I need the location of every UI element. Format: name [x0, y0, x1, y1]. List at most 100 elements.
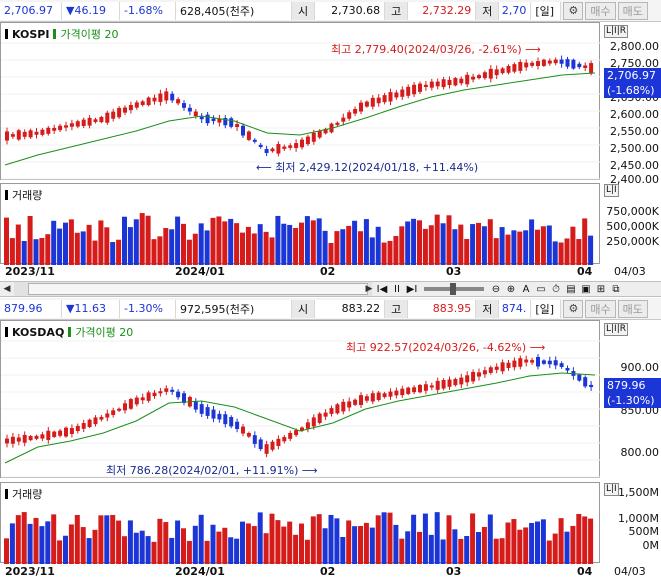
zoom-in-icon[interactable]: ⊕ — [506, 283, 516, 295]
kospi-candle — [158, 93, 163, 102]
pause-icon[interactable]: II — [394, 283, 400, 295]
kospi-price-tick: 2,450.00 — [610, 159, 659, 172]
chart-icon[interactable]: ▤ — [566, 283, 576, 295]
kospi-candle — [34, 131, 39, 135]
kospi-volume-bar — [440, 223, 446, 265]
kosdaq-volume-bar — [464, 535, 470, 564]
kosdaq-vol-lir-button[interactable]: L|I — [604, 483, 619, 496]
kospi-volume-bar — [98, 220, 104, 265]
kosdaq-high-annotation: 최고 922.57(2024/03/26, -4.62%) ⟶ — [346, 339, 545, 355]
kosdaq-period[interactable]: [일] — [531, 299, 562, 318]
kospi-volume-bar — [216, 216, 222, 265]
scroll-thumb[interactable] — [28, 283, 368, 295]
kospi-candle — [211, 118, 216, 122]
kospi-volume-bar — [387, 240, 393, 265]
kospi-volume-panel[interactable]: 거래량 — [0, 183, 600, 265]
kosdaq-candle — [435, 380, 440, 390]
kosdaq-volume-bar — [558, 518, 564, 564]
kospi-vol-lir-button[interactable]: L|I — [604, 184, 619, 197]
kosdaq-volume-bar — [487, 514, 493, 564]
kosdaq-open: 883.22 — [315, 299, 386, 318]
chart-scrollbar[interactable]: ◀ ▶ I◀ II ▶I ⊖ ⊕ A ▭ ⏱ ▤ ▣ ⊞ ⧉ — [0, 281, 661, 297]
kosdaq-candle — [305, 422, 310, 429]
kospi-gear-icon[interactable]: ⚙ — [563, 1, 584, 20]
kosdaq-volume-bar — [304, 539, 310, 564]
kosdaq-gear-icon[interactable]: ⚙ — [563, 299, 584, 318]
kospi-candle — [252, 139, 257, 142]
kospi-volume-bar — [133, 219, 139, 265]
zoom-out-icon[interactable]: ⊖ — [491, 283, 501, 295]
kospi-vol-legend-mark — [5, 190, 8, 200]
kosdaq-sell-button[interactable]: 매도 — [617, 299, 648, 318]
kospi-volume-bar — [499, 227, 505, 265]
kosdaq-volume-bar — [163, 522, 169, 564]
scroll-right-icon[interactable]: ▶ — [365, 284, 373, 294]
first-icon[interactable]: I◀ — [376, 283, 388, 295]
kospi-candle — [518, 62, 523, 71]
kospi-candle — [46, 127, 51, 134]
kosdaq-candle — [589, 384, 594, 388]
kospi-sell-button[interactable]: 매도 — [617, 1, 648, 20]
kospi-candle — [40, 129, 45, 135]
kospi-candle — [146, 97, 151, 106]
kospi-volume-bar — [470, 224, 476, 265]
kosdaq-candle — [264, 444, 269, 454]
kospi-candle — [382, 95, 387, 103]
scroll-left-icon[interactable]: ◀ — [3, 284, 11, 294]
kospi-volume-bar — [511, 230, 517, 265]
kosdaq-lir-button[interactable]: L|I|R — [604, 323, 628, 336]
kosdaq-candle — [158, 391, 163, 394]
kosdaq-high-annot-text: 최고 922.57(2024/03/26, -4.62%) — [346, 341, 527, 354]
rect-icon[interactable]: ▭ — [536, 283, 546, 295]
kosdaq-volume-bar — [281, 526, 287, 564]
kospi-time-label: 2023/11 — [5, 265, 55, 278]
window-icon[interactable]: ▣ — [581, 283, 591, 295]
kospi-lir-button[interactable]: L|I|R — [604, 25, 628, 38]
kosdaq-volume-axis: 1,500M 1,000M 500M 0M — [600, 482, 661, 563]
kosdaq-volume-bar — [63, 535, 68, 564]
kosdaq-candle — [99, 416, 104, 420]
dual-icon[interactable]: ⧉ — [612, 283, 620, 295]
kospi-price-panel[interactable]: KOSPI 가격이평 20 최고 2,779.40(2024/03/26, -2… — [0, 22, 601, 180]
kospi-buy-button[interactable]: 매수 — [585, 1, 616, 20]
kosdaq-price-tick: 800.00 — [620, 446, 660, 459]
kosdaq-volume-bar — [570, 525, 576, 564]
kospi-price-chart — [1, 42, 601, 180]
kospi-volume-bar — [169, 229, 175, 265]
clock-icon[interactable]: ⏱ — [552, 283, 560, 295]
kosdaq-candle — [40, 434, 45, 439]
zoom-slider[interactable] — [424, 283, 484, 295]
next-icon[interactable]: ▶I — [406, 283, 418, 295]
kospi-name: KOSPI — [12, 27, 50, 41]
kosdaq-candle — [16, 437, 21, 442]
kosdaq-volume-bar — [405, 531, 411, 564]
kospi-ma-mark — [53, 29, 57, 39]
kospi-candle — [565, 59, 570, 67]
kosdaq-volume-bar — [198, 514, 204, 564]
grid-icon[interactable]: ⊞ — [596, 283, 606, 295]
kospi-volume-bar — [310, 220, 316, 265]
kospi-candle — [123, 107, 127, 113]
kospi-period[interactable]: [일] — [531, 1, 562, 20]
kosdaq-candle — [58, 430, 63, 436]
kosdaq-candle — [87, 419, 92, 427]
kosdaq-volume-panel[interactable]: 거래량 — [0, 482, 600, 564]
kospi-volume-bar — [275, 215, 281, 265]
scroll-track[interactable] — [14, 282, 372, 296]
kospi-volume-bar — [210, 217, 216, 265]
kosdaq-buy-button[interactable]: 매수 — [585, 299, 616, 318]
kospi-volume-bar — [151, 239, 157, 265]
kosdaq-volume-bar — [576, 513, 582, 564]
kosdaq-candle — [123, 403, 127, 411]
kosdaq-volume-bar — [363, 522, 369, 564]
kosdaq-volume-bar — [434, 512, 440, 564]
text-icon[interactable]: A — [522, 283, 530, 295]
kosdaq-low-annotation: 최저 786.28(2024/02/01, +11.91%) ⟶ — [106, 462, 318, 478]
kospi-candle — [128, 104, 133, 111]
kospi-last-price: 2,706.97 — [607, 69, 656, 82]
kosdaq-volume-bar — [546, 540, 552, 564]
kospi-quote-bar: 2,706.97 ▼46.19 -1.68% 628,405(천주) 시 2,7… — [0, 0, 661, 22]
kospi-volume-tick: 500,000K — [606, 220, 659, 233]
kospi-candle — [547, 60, 552, 64]
kosdaq-price-panel[interactable]: KOSDAQ 가격이평 20 최고 922.57(2024/03/26, -4.… — [0, 320, 601, 478]
